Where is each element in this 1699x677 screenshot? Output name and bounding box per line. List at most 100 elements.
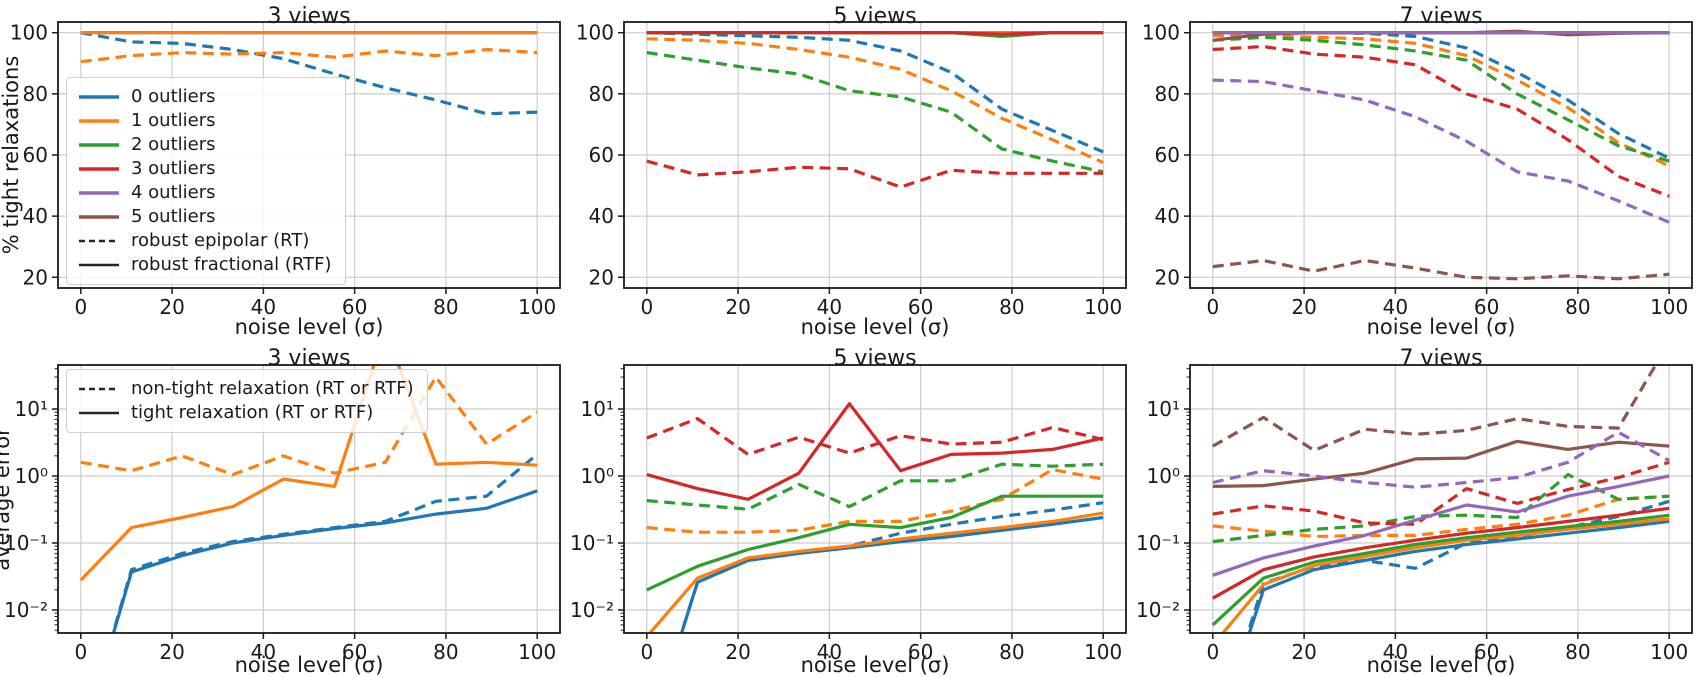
- plot-title: 5 views: [833, 4, 916, 29]
- legend-item: 2 outliers: [78, 133, 332, 157]
- x-tick-label: 60: [342, 640, 367, 664]
- series-3-outliers-non-tight: [1212, 460, 1670, 526]
- series-3-outliers-tight: [646, 402, 1104, 501]
- x-tick-label: 20: [159, 640, 184, 664]
- x-tick-label: 80: [1565, 640, 1590, 664]
- legend-line-sample: [79, 411, 119, 415]
- legend-line-sample: [79, 263, 119, 267]
- x-tick-label: 100: [518, 295, 556, 319]
- plot-title: 5 views: [833, 346, 916, 371]
- x-tick-label: 100: [1084, 295, 1122, 319]
- legend-label: 3 outliers: [131, 158, 216, 179]
- series-2-outliers-rt: [646, 51, 1104, 174]
- series-4-outliers-rt: [1212, 78, 1670, 224]
- series-3-outliers-non-tight: [646, 416, 1104, 457]
- x-tick-label: 80: [433, 640, 458, 664]
- legend-swatch-4-outliers: [78, 186, 120, 200]
- series-0-outliers-robust-epipolar-rt-: [80, 31, 538, 116]
- x-tick-label: 20: [1291, 295, 1316, 319]
- x-tick-label: 0: [640, 295, 653, 319]
- plot-pct-tight-5views: 0 20 40 60 80 100 20 40 60 80 100 5 views noise leve…: [576, 4, 1127, 339]
- series-0-outliers-tight: [111, 489, 538, 633]
- legend-item: non-tight relaxation (RT or RTF): [78, 377, 414, 401]
- plot-title: 3 views: [267, 346, 350, 371]
- legend-line-sample: [79, 239, 119, 243]
- plot-avg-error-7views: 0 20 40 60 80 100 10¹ 10⁰ 10⁻¹ 10⁻² 7 views noise l…: [1136, 346, 1693, 677]
- x-tick-label: 100: [1084, 640, 1122, 664]
- x-tick-label: 20: [725, 295, 750, 319]
- x-tick-label: 40: [251, 640, 276, 664]
- plot-title: 7 views: [1399, 346, 1482, 371]
- x-tick-label: 60: [342, 295, 367, 319]
- x-tick-label: 40: [817, 640, 842, 664]
- x-axis-label: noise level (σ): [801, 315, 950, 339]
- series-5-outliers-non-tight: [1212, 365, 1658, 453]
- legend-label: robust fractional (RTF): [131, 254, 332, 275]
- series-0-outliers-tight: [679, 515, 1104, 633]
- y-tick-label: 40: [589, 204, 614, 228]
- x-tick-label: 40: [251, 295, 276, 319]
- legend-item: 1 outliers: [78, 109, 332, 133]
- y-tick-label: 10⁰: [15, 464, 48, 488]
- series-1-outliers-tight: [1220, 517, 1670, 633]
- y-tick-label: 60: [589, 143, 614, 167]
- x-tick-label: 20: [159, 295, 184, 319]
- y-tick-label: 20: [23, 265, 48, 289]
- x-tick-label: 80: [999, 640, 1024, 664]
- legend-label: non-tight relaxation (RT or RTF): [131, 378, 414, 399]
- series-2-outliers-non-tight: [646, 462, 1104, 511]
- x-tick-label: 0: [1206, 295, 1219, 319]
- subplot-pct-tight-7views: 0 20 40 60 80 100 20 40 60 80 100 7 views noise leve…: [1132, 0, 1699, 339]
- plot-avg-error-5views: 0 20 40 60 80 100 10¹ 10⁰ 10⁻¹ 10⁻² 5 views noise l…: [570, 346, 1127, 677]
- y-tick-label: 60: [23, 143, 48, 167]
- x-axis-label: noise level (σ): [235, 315, 384, 339]
- x-axis-label: noise level (σ): [1367, 653, 1516, 677]
- series-1-outliers-non-tight: [80, 375, 539, 477]
- legend-swatch-robust-fractional: [78, 258, 120, 272]
- x-tick-label: 40: [1383, 640, 1408, 664]
- series-2-outliers-tight: [646, 494, 1104, 592]
- series-0-outliers-rt: [1212, 31, 1670, 160]
- series-1-outliers-rt: [1212, 34, 1670, 168]
- series-2-outliers-rt: [1212, 35, 1670, 163]
- series-1-outliers-tight: [647, 511, 1104, 633]
- y-axis-label: average error: [0, 427, 14, 571]
- y-tick-label: 20: [1155, 265, 1180, 289]
- legend-swatch-2-outliers: [78, 138, 120, 152]
- y-tick-label: 100: [1142, 21, 1180, 45]
- y-tick-label: 60: [1155, 143, 1180, 167]
- subplot-pct-tight-3views: 0 20 40 60 80 100 20 40 60 80 100 3 views noise leve…: [0, 0, 566, 339]
- legend-swatch-tight: [78, 406, 120, 420]
- series-1-outliers-non-tight: [646, 467, 1104, 534]
- y-tick-label: 40: [1155, 204, 1180, 228]
- legend-swatch-5-outliers: [78, 210, 120, 224]
- legend-item: 0 outliers: [78, 85, 332, 109]
- legend-label: tight relaxation (RT or RTF): [131, 402, 374, 423]
- x-tick-label: 60: [908, 640, 933, 664]
- series-5-outliers-tight: [1212, 439, 1670, 488]
- x-tick-label: 60: [908, 295, 933, 319]
- x-tick-label: 80: [433, 295, 458, 319]
- legend-item: tight relaxation (RT or RTF): [78, 401, 414, 425]
- series-0-outliers-rt: [646, 31, 1104, 154]
- series-1-outliers-rt: [646, 37, 1104, 165]
- x-tick-label: 80: [999, 295, 1024, 319]
- plot-avg-error-3views: 0 20 40 60 80 100 10¹ 10⁰ 10⁻¹ 10⁻² 3 views noise l…: [0, 346, 561, 677]
- series-2-outliers-tight: [1211, 513, 1670, 627]
- x-axis-label: noise level (σ): [801, 653, 950, 677]
- x-tick-label: 0: [1206, 640, 1219, 664]
- x-tick-label: 20: [1291, 640, 1316, 664]
- x-tick-label: 40: [817, 295, 842, 319]
- subplot-avg-error-7views: 0 20 40 60 80 100 10¹ 10⁰ 10⁻¹ 10⁻² 7 views noise l…: [1132, 339, 1699, 677]
- legend-item: robust fractional (RTF): [78, 253, 332, 277]
- legend-swatch-1-outliers: [78, 114, 120, 128]
- y-axis-label: % tight relaxations: [0, 56, 23, 255]
- x-tick-label: 20: [725, 640, 750, 664]
- legend-label: 4 outliers: [131, 182, 216, 203]
- y-tick-label: 80: [1155, 82, 1180, 106]
- series-3-outliers-rt: [1212, 44, 1670, 198]
- y-tick-label: 20: [589, 265, 614, 289]
- y-tick-label: 10⁻²: [4, 598, 48, 622]
- series-4-outliers-tight: [1212, 474, 1670, 577]
- plot-title: 3 views: [267, 4, 350, 29]
